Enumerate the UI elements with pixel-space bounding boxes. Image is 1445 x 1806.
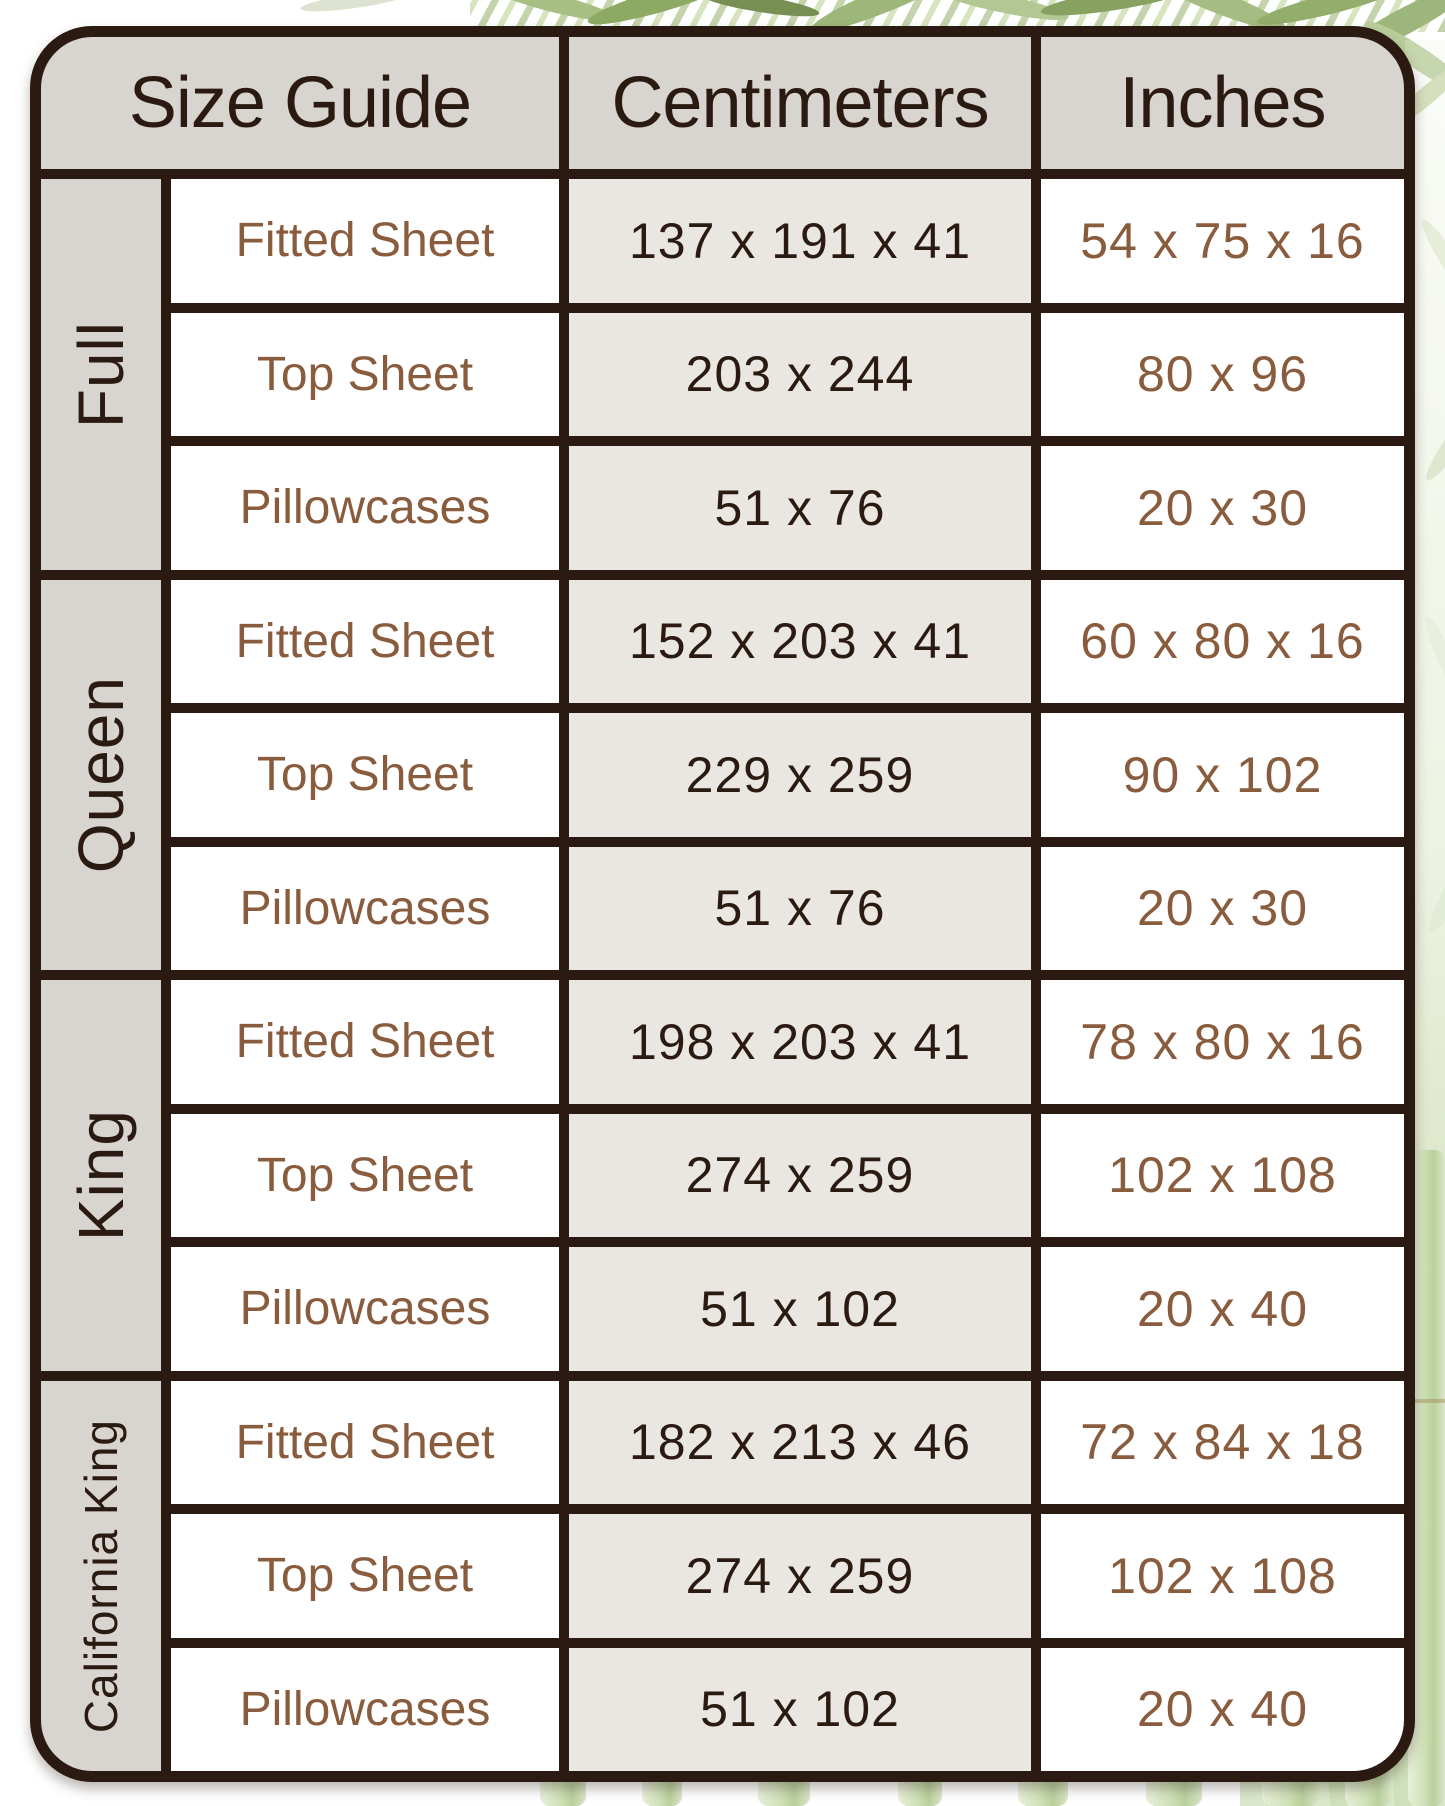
item-cell: Top Sheet [171,713,559,837]
inches-cell: 54 x 75 x 16 [1041,179,1404,303]
inches-cell: 20 x 40 [1041,1247,1404,1371]
cm-cell: 274 x 259 [569,1113,1031,1237]
size-label-text: California King [75,1418,127,1733]
inches-cell: 72 x 84 x 18 [1041,1380,1404,1504]
cm-cell: 51 x 102 [569,1647,1031,1771]
size-label-king: King [41,980,161,1371]
item-cell: Top Sheet [171,1113,559,1237]
inches-cell: 78 x 80 x 16 [1041,980,1404,1104]
inches-cell: 80 x 96 [1041,312,1404,436]
cm-cell: 274 x 259 [569,1514,1031,1638]
cm-cell: 152 x 203 x 41 [569,579,1031,703]
item-cell: Pillowcases [171,1247,559,1371]
cm-cell: 137 x 191 x 41 [569,179,1031,303]
cm-cell: 229 x 259 [569,713,1031,837]
item-cell: Pillowcases [171,1647,559,1771]
header-size-guide: Size Guide [41,37,559,169]
item-cell: Fitted Sheet [171,1380,559,1504]
header-inches: Inches [1041,37,1404,169]
inches-cell: 102 x 108 [1041,1113,1404,1237]
size-label-full: Full [41,179,161,570]
item-cell: Fitted Sheet [171,179,559,303]
inches-cell: 20 x 40 [1041,1647,1404,1771]
inches-cell: 20 x 30 [1041,846,1404,970]
cm-cell: 198 x 203 x 41 [569,980,1031,1104]
cm-cell: 51 x 102 [569,1247,1031,1371]
bamboo-leaf-icon [299,0,411,16]
inches-cell: 90 x 102 [1041,713,1404,837]
size-label-text: King [65,1109,137,1242]
cm-cell: 203 x 244 [569,312,1031,436]
cm-cell: 182 x 213 x 46 [569,1380,1031,1504]
size-label-queen: Queen [41,579,161,970]
item-cell: Fitted Sheet [171,579,559,703]
cm-cell: 51 x 76 [569,446,1031,570]
cm-cell: 51 x 76 [569,846,1031,970]
inches-cell: 20 x 30 [1041,446,1404,570]
size-label-text: Queen [65,676,137,874]
header-centimeters: Centimeters [569,37,1031,169]
size-label-text: Full [65,320,137,428]
size-guide-table: Size Guide Centimeters Inches Full Fitte… [30,26,1415,1782]
item-cell: Pillowcases [171,846,559,970]
size-label-california-king: California King [41,1380,161,1771]
inches-cell: 60 x 80 x 16 [1041,579,1404,703]
item-cell: Top Sheet [171,312,559,436]
item-cell: Top Sheet [171,1514,559,1638]
item-cell: Fitted Sheet [171,980,559,1104]
item-cell: Pillowcases [171,446,559,570]
inches-cell: 102 x 108 [1041,1514,1404,1638]
